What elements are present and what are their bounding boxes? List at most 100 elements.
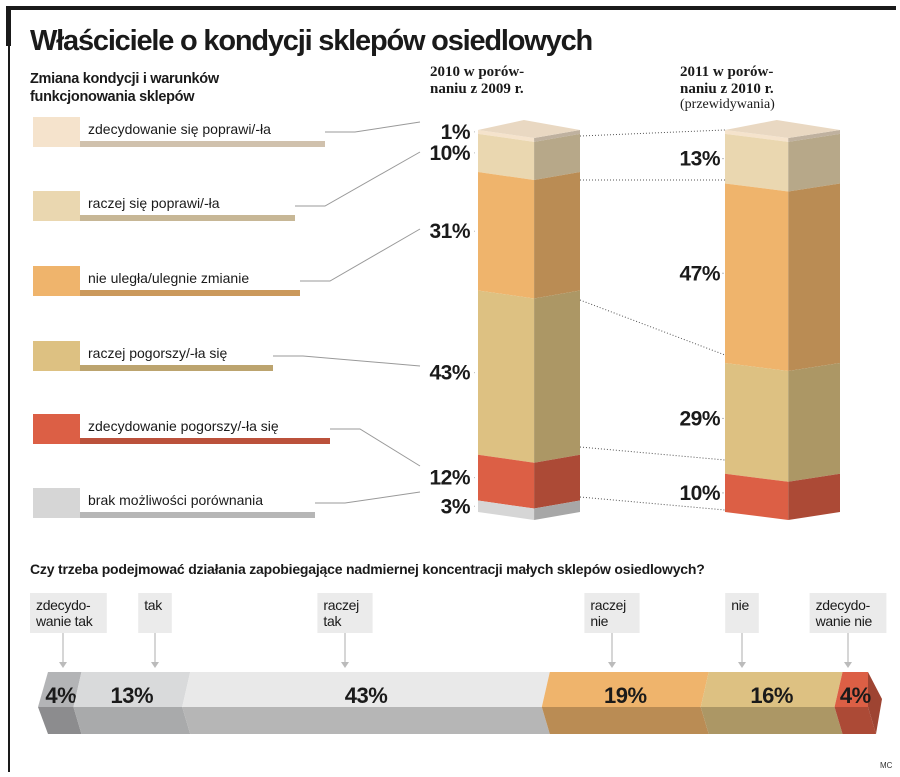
legend-label: zdecydowanie się poprawi/-ła: [88, 121, 271, 137]
bar-segment: 4%: [834, 672, 882, 734]
arrow-down-icon: [151, 662, 159, 668]
bar-percent-label: 19%: [604, 683, 647, 708]
bar-segment: 43%: [182, 672, 550, 734]
bar-segment: 13%: [73, 672, 191, 734]
answer-text: nie: [590, 613, 608, 629]
legend-label: raczej się poprawi/-ła: [88, 195, 220, 211]
legend-label-box: [80, 117, 325, 141]
answer-box: [725, 593, 759, 633]
bar-segment-top: [182, 672, 550, 707]
bar-percent-label: 16%: [750, 683, 793, 708]
chart-title: Właściciele o kondycji sklepów osiedlowy…: [30, 25, 592, 57]
column-header: 2011 w porów-: [680, 64, 773, 80]
column-segment-side: [534, 133, 580, 181]
percent-label: 10%: [429, 142, 470, 165]
legend-connector: [325, 121, 421, 133]
column-segment-side: [788, 133, 840, 192]
legend-item: raczej pogorszy/-ła się: [33, 341, 273, 371]
column-segment-side: [534, 172, 580, 299]
column-top: [725, 120, 840, 138]
percent-label: 43%: [429, 362, 470, 385]
bar-segment: 19%: [541, 672, 709, 734]
answer-box: [30, 593, 107, 633]
bar-segment-top: [541, 672, 709, 707]
arrow-down-icon: [738, 662, 746, 668]
answer-text: tak: [323, 613, 342, 629]
legend-label-box: [80, 414, 330, 438]
answer-box: [584, 593, 640, 633]
percent-label: 47%: [679, 262, 720, 285]
legend-shadow: [80, 438, 330, 444]
answer-label: tak: [138, 593, 172, 668]
column-segment-front: [725, 130, 789, 142]
left-rule: [8, 6, 10, 772]
arrow-down-icon: [341, 662, 349, 668]
bar-segment-bottom: [700, 707, 843, 734]
column-segment-side: [534, 290, 580, 463]
answer-text: wanie tak: [35, 613, 94, 629]
column-segment-side: [534, 500, 580, 520]
percent-label: 29%: [679, 407, 720, 430]
bar-segment-top: [834, 672, 868, 707]
column-segment-front: [478, 130, 535, 142]
bar-segment-top: [38, 672, 82, 707]
bar-segment-bottom: [541, 707, 709, 734]
column-header: naniu z 2009 r.: [430, 81, 524, 97]
bar-segment-top: [700, 672, 843, 707]
segment-link: [579, 129, 726, 137]
column-segment-side: [534, 130, 580, 142]
percent-label: 3%: [441, 495, 471, 518]
legend-shadow: [80, 365, 273, 371]
legend-label: nie uległa/ulegnie zmianie: [88, 270, 249, 286]
column-segment-side: [788, 473, 840, 520]
legend-shadow: [80, 215, 295, 221]
segment-link: [579, 299, 726, 356]
credit: MC: [880, 761, 893, 770]
arrow-down-icon: [844, 662, 852, 668]
legend-label: raczej pogorszy/-ła się: [88, 345, 227, 361]
percent-label: 1%: [441, 121, 471, 144]
question-title: Czy trzeba podejmować działania zapobieg…: [30, 561, 705, 577]
column-segment-front: [725, 133, 789, 192]
legend-connector: [295, 151, 421, 207]
answer-box: [138, 593, 172, 633]
legend-label-box: [80, 341, 273, 365]
answer-label: nie: [725, 593, 759, 668]
legend-item: brak możliwości porównania: [33, 488, 315, 518]
answer-text: nie: [731, 597, 749, 613]
arrow-down-icon: [608, 662, 616, 668]
column-segment-front: [478, 290, 535, 463]
legend-label: brak możliwości porównania: [88, 492, 263, 508]
column-segment-front: [478, 454, 535, 509]
legend-item: zdecydowanie się poprawi/-ła: [33, 117, 325, 147]
stacked-column: 13% 47% 29% 10%: [679, 120, 840, 520]
answer-text: raczej: [323, 597, 359, 613]
legend-label-box: [80, 488, 315, 512]
answer-text: raczej: [590, 597, 626, 613]
legend-label-box: [80, 191, 295, 215]
legend-connector: [315, 491, 421, 504]
answer-text: zdecydo-: [36, 597, 91, 613]
answer-box: [317, 593, 373, 633]
bar-arrow-tip: [868, 672, 882, 734]
legend-connector: [273, 355, 421, 367]
legend-shadow: [80, 290, 300, 296]
column-segment-front: [725, 473, 789, 520]
stacked-column: 1%10% 31% 43% 12% 3%: [429, 120, 580, 520]
column-top: [478, 120, 580, 138]
column-segment-front: [478, 133, 535, 181]
column-segment-side: [788, 183, 840, 372]
bar-segment: 16%: [700, 672, 843, 734]
percent-label: 12%: [429, 467, 470, 490]
answer-text: zdecydo-: [816, 597, 871, 613]
bar-segment-top: [73, 672, 191, 707]
segment-link: [579, 496, 726, 511]
column-header: naniu z 2010 r.: [680, 81, 774, 97]
top-rule: [6, 6, 896, 10]
segment-link: [579, 446, 726, 461]
bar-percent-label: 4%: [840, 683, 871, 708]
